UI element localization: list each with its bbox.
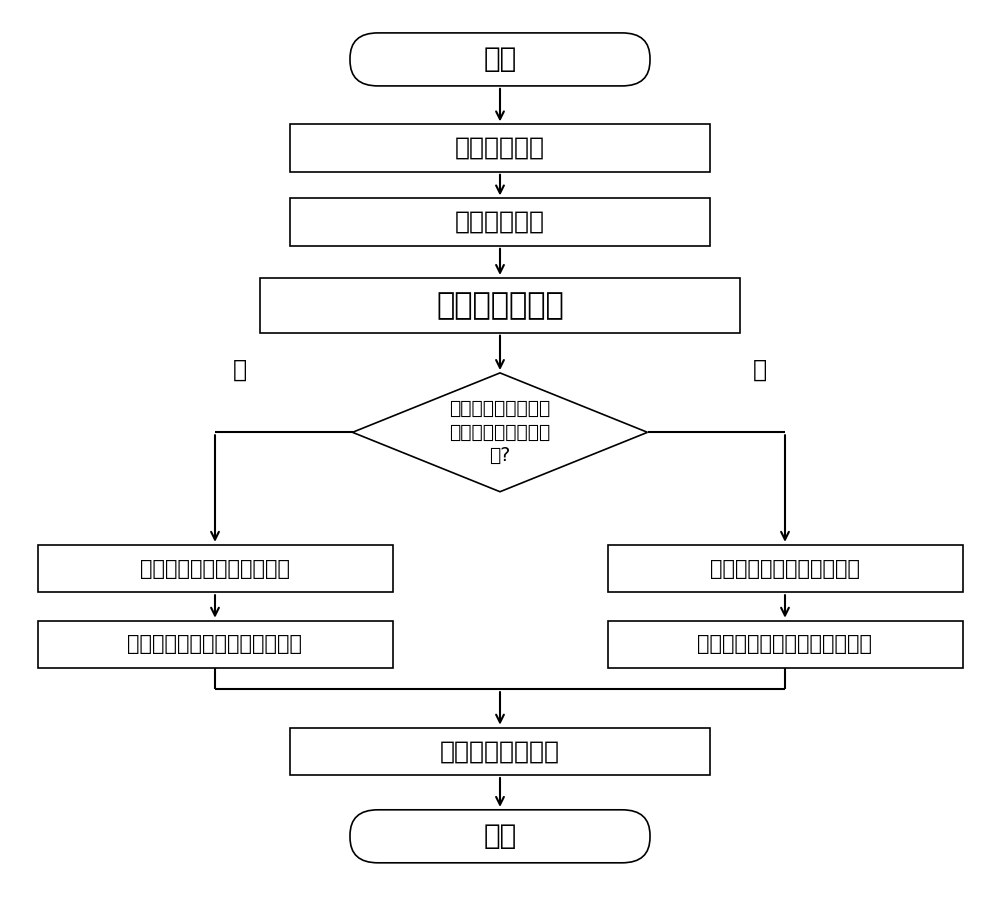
Text: 开始: 开始 <box>483 46 517 73</box>
Text: 获取征兆信息: 获取征兆信息 <box>455 136 545 160</box>
Text: 基于贝叶斯公式的故障定位算法: 基于贝叶斯公式的故障定位算法 <box>698 634 872 654</box>
Bar <box>290 124 710 172</box>
Text: 否: 否 <box>233 358 247 382</box>
Bar <box>38 621 392 668</box>
Text: 保护及断路器信息判
断是否为一次系统故
障?: 保护及断路器信息判 断是否为一次系统故 障? <box>449 399 551 465</box>
Polygon shape <box>353 373 648 492</box>
Text: 基于贝叶斯公式的故障定位算法: 基于贝叶斯公式的故障定位算法 <box>128 634 302 654</box>
FancyBboxPatch shape <box>350 810 650 863</box>
Bar <box>290 728 710 775</box>
Bar <box>260 278 740 333</box>
Text: 结束: 结束 <box>483 823 517 850</box>
Text: 智能变电站一次系统二分图: 智能变电站一次系统二分图 <box>710 558 860 579</box>
Text: 诊断结果综合输出: 诊断结果综合输出 <box>440 739 560 763</box>
Bar <box>38 545 392 592</box>
FancyBboxPatch shape <box>350 33 650 86</box>
Text: 智能变电站二次系统二分图: 智能变电站二次系统二分图 <box>140 558 290 579</box>
Bar <box>290 198 710 246</box>
Text: 信息优先级分类: 信息优先级分类 <box>436 291 564 320</box>
Text: 获取召测信息: 获取召测信息 <box>455 210 545 234</box>
Text: 是: 是 <box>753 358 767 382</box>
Bar <box>608 621 962 668</box>
Bar <box>608 545 962 592</box>
